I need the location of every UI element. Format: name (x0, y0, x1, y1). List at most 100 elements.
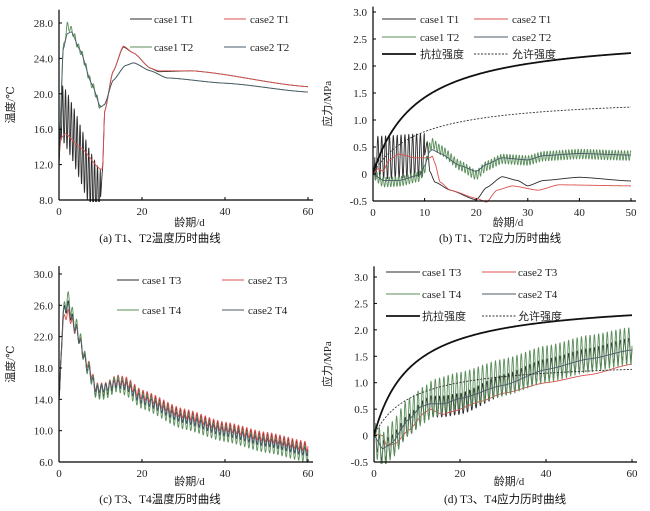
x-tick-label: 40 (220, 468, 232, 480)
y-tick-label: 0 (362, 169, 368, 181)
y-tick-label: 0.5 (354, 404, 368, 416)
series-line-3 (374, 327, 633, 464)
series-line-6 (374, 368, 633, 436)
y-tick-label: 2.0 (353, 61, 367, 73)
legend-label: case1 T3 (142, 275, 182, 287)
y-axis-title: 应力/MPa (320, 341, 334, 387)
series-line-6 (373, 106, 632, 175)
series-group (373, 52, 632, 203)
legend-label: case1 T1 (420, 14, 459, 26)
y-tick-label: 0.5 (353, 142, 367, 154)
panel-b-stress-t1-t2: 0 10 20 30 40 50-0.500.51.01.52.02.53.0龄期/d应力… (320, 6, 638, 245)
y-tick-label: 8.0 (39, 195, 53, 207)
x-tick-label: 60 (303, 206, 315, 218)
series-group (59, 291, 309, 463)
legend-label: 允许强度 (512, 47, 556, 61)
x-tick-label: 60 (627, 468, 639, 480)
legend-label: case1 T2 (154, 42, 193, 54)
series-line-4 (373, 149, 632, 181)
legend: case1 T1 case2 T1 case1 T2 case2 T2 (130, 14, 289, 54)
y-tick-label: 1.0 (354, 378, 368, 390)
legend-label: case2 T1 (250, 14, 289, 26)
figure-caption: (d) T3、T4应力历时曲线 (444, 492, 567, 506)
y-tick-label: 2.5 (354, 298, 368, 310)
x-tick-label: 0 (371, 468, 377, 480)
y-tick-label: 20.0 (34, 89, 54, 101)
legend-label: case2 T3 (248, 275, 288, 287)
x-axis-title: 龄期/d (174, 474, 205, 488)
y-tick-label: 14.0 (34, 394, 54, 406)
y-tick-label: 0 (363, 431, 369, 443)
legend-label: 抗拉强度 (420, 47, 464, 61)
y-axis-title: 温度/℃ (3, 86, 17, 123)
x-tick-label: 50 (626, 207, 638, 219)
series-line-5 (374, 314, 633, 436)
legend-label: case1 T2 (420, 32, 459, 44)
legend-label: case1 T4 (422, 289, 462, 301)
y-tick-label: 18.0 (34, 363, 54, 375)
legend: case1 T3 case2 T3 case1 T4 case2 T4 抗拉强度 允许强度 (386, 267, 562, 323)
y-tick-label: 16.0 (34, 124, 54, 136)
series-line-4 (59, 302, 309, 457)
x-axis-title: 龄期/d (174, 215, 205, 229)
y-tick-label: 1.0 (353, 115, 367, 127)
x-tick-label: 20 (471, 207, 483, 219)
legend: case1 T1 case2 T1 case1 T2 case2 T2 抗拉强度 允许强度 (382, 14, 556, 61)
legend-label: case2 T2 (250, 42, 289, 54)
series-line-2 (59, 45, 309, 170)
series-line-4 (59, 31, 309, 156)
x-tick-label: 30 (522, 207, 534, 219)
y-tick-label: 22.0 (34, 332, 54, 344)
y-tick-label: 12.0 (34, 160, 54, 172)
x-tick-label: 40 (574, 207, 586, 219)
y-tick-label: 28.0 (34, 18, 54, 30)
y-axis-title: 温度/℃ (3, 345, 17, 382)
y-axis-title: 应力/MPa (320, 81, 334, 127)
legend-label: case1 T1 (154, 14, 193, 26)
legend-label: case2 T4 (518, 289, 558, 301)
figure-caption: (c) T3、T4温度历时曲线 (99, 492, 221, 506)
series-line-2 (59, 309, 309, 452)
y-tick-label: 1.5 (354, 351, 368, 363)
series-group (59, 21, 309, 202)
series-line-3 (373, 138, 632, 188)
series-line-4 (374, 349, 633, 450)
legend-label: case2 T2 (512, 32, 551, 44)
figure-caption: (b) T1、T2应力历时曲线 (439, 231, 562, 245)
panel-c-temperature-t3-t4: 0 20 40 60 6.0 10.0 14.0 18.0 22.0 26.0 30.0 龄期/d 温度… (3, 266, 314, 506)
legend-label: case1 T4 (142, 305, 182, 317)
legend-label: case2 T4 (248, 305, 288, 317)
x-tick-label: 20 (137, 206, 149, 218)
legend-label: 抗拉强度 (422, 309, 466, 323)
panel-d-stress-t3-t4: 0 20 40 60-0.500.51.01.52.02.53.0龄期/d应力/MPa… (320, 266, 638, 506)
series-group (374, 314, 633, 464)
series-line-2 (373, 153, 632, 203)
y-tick-label: 6.0 (39, 457, 53, 469)
x-tick-label: 20 (137, 468, 149, 480)
panel-a-temperature-t1-t2: 0 20 40 60 8.0 12.0 16.0 20.0 24.0 28.0 龄期/d 温度/℃ (a… (3, 9, 315, 245)
x-tick-label: 0 (370, 207, 376, 219)
figure-caption: (a) T1、T2温度历时曲线 (99, 231, 221, 245)
series-line-1 (59, 300, 309, 457)
y-tick-label: 2.5 (353, 34, 367, 46)
legend: case1 T3 case2 T3 case1 T4 case2 T4 (117, 275, 288, 317)
y-tick-label: 1.5 (353, 88, 367, 100)
legend-label: case2 T1 (512, 14, 551, 26)
legend-label: case1 T3 (422, 267, 462, 279)
legend-label: case2 T3 (518, 267, 558, 279)
x-tick-label: 0 (56, 468, 62, 480)
x-tick-label: 60 (303, 468, 315, 480)
x-tick-label: 20 (455, 468, 467, 480)
x-tick-label: 40 (541, 468, 553, 480)
y-tick-label: 26.0 (34, 300, 54, 312)
series-line-5 (373, 52, 632, 175)
y-tick-label: 3.0 (353, 7, 367, 19)
series-line-1 (59, 46, 309, 202)
x-tick-label: 0 (56, 206, 62, 218)
x-axis-title: 龄期/d (493, 215, 524, 229)
y-tick-label: 2.0 (354, 325, 368, 337)
x-axis-title: 龄期/d (494, 474, 525, 488)
y-tick-label: -0.5 (350, 196, 368, 208)
x-tick-label: 40 (220, 206, 232, 218)
